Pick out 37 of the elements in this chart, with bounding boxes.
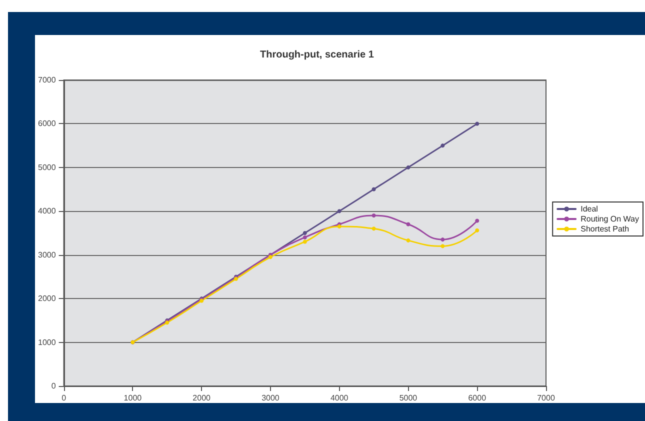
x-tick-label: 5000 xyxy=(399,394,418,402)
y-tick-label: 7000 xyxy=(38,76,56,84)
y-tick-label: 1000 xyxy=(38,338,56,347)
point xyxy=(406,165,410,170)
point xyxy=(475,122,480,126)
point xyxy=(406,238,410,242)
y-tick-label: 3000 xyxy=(38,250,56,260)
y-tick-label: 4000 xyxy=(38,206,56,216)
point xyxy=(475,218,480,223)
y-tick-label: 2000 xyxy=(38,294,56,304)
point xyxy=(302,240,307,244)
x-tick-label: 6000 xyxy=(468,394,487,402)
point xyxy=(302,235,307,240)
x-tick-label: 2000 xyxy=(192,394,212,402)
point xyxy=(372,226,376,231)
x-tick-label: 7000 xyxy=(537,394,556,402)
point xyxy=(268,255,272,260)
chart-title: Through-put, scenarie 1 xyxy=(260,50,374,60)
point xyxy=(475,228,480,232)
point xyxy=(337,209,342,214)
point xyxy=(302,231,307,235)
point xyxy=(440,238,445,242)
legend-label: Ideal xyxy=(580,204,598,214)
point xyxy=(440,244,445,248)
legend-label: Routing On Way xyxy=(580,214,640,224)
point xyxy=(406,222,410,226)
point xyxy=(372,187,376,192)
point xyxy=(440,144,445,148)
x-tick-label: 0 xyxy=(62,394,67,402)
legend-label: Shortest Path xyxy=(580,224,630,234)
y-tick-label: 0 xyxy=(51,382,56,390)
point xyxy=(372,214,376,218)
x-tick-label: 3000 xyxy=(262,394,280,402)
x-tick-label: 4000 xyxy=(330,394,349,402)
x-tick-label: 1000 xyxy=(124,394,142,402)
y-tick-label: 5000 xyxy=(38,162,56,172)
y-tick-label: 6000 xyxy=(38,119,56,128)
